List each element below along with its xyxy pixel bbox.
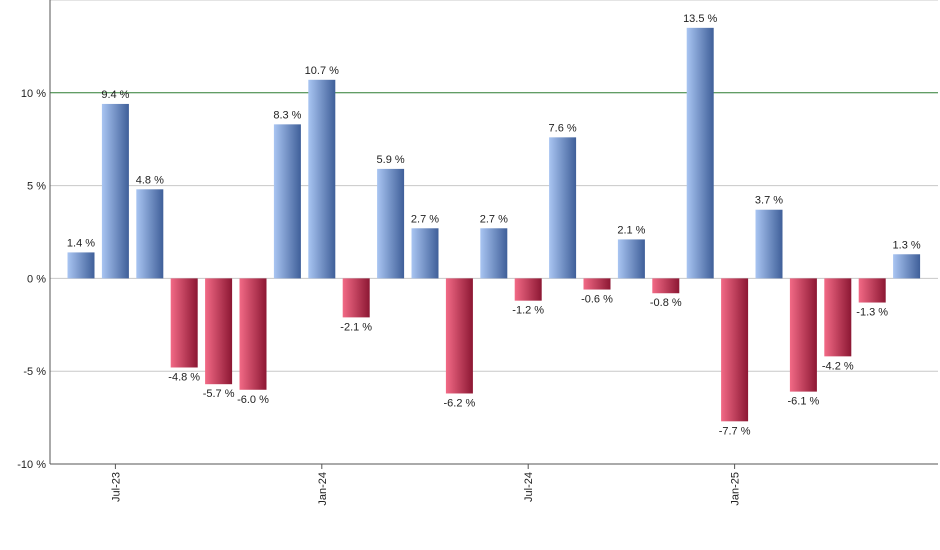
- bar: [136, 189, 164, 279]
- bar-data-label: -0.6 %: [581, 294, 613, 306]
- data-labels: 1.4 % 9.4 % 4.8 % -4.8 %-5.7 % -6.0 % 8.3 % 10…: [67, 13, 921, 437]
- bar: [514, 278, 542, 301]
- bar-data-label: -6.2 %: [444, 397, 476, 409]
- y-tick-label: 5 %: [27, 181, 46, 193]
- y-tick-label: -5 %: [23, 366, 46, 378]
- x-tick-label: Jul-23: [110, 472, 122, 502]
- bar: [755, 209, 783, 279]
- y-tick-label: -10 %: [17, 459, 46, 471]
- bar: [617, 239, 645, 279]
- y-tick-label: 0 %: [27, 273, 46, 285]
- bar-data-label: -4.8 %: [168, 371, 200, 383]
- bar-data-label: -5.7 %: [203, 388, 235, 400]
- bar: [686, 27, 714, 279]
- bar-data-label: 13.5 %: [683, 13, 717, 25]
- bar: [239, 278, 267, 390]
- bar: [67, 252, 95, 279]
- x-tick-label: Jan-25: [730, 472, 742, 506]
- bar-data-label: 7.6 %: [549, 122, 577, 134]
- bar-data-label: 8.3 %: [273, 109, 301, 121]
- bar-data-label: 2.7 %: [480, 213, 508, 225]
- bar: [445, 278, 473, 394]
- bar-data-label: -1.3 %: [856, 307, 888, 319]
- bar: [308, 79, 336, 279]
- bar: [342, 278, 370, 318]
- bar-data-label: -6.0 %: [237, 394, 269, 406]
- bar-data-label: -2.1 %: [340, 321, 372, 333]
- bar: [170, 278, 198, 368]
- bars: [67, 27, 921, 422]
- bar-data-label: 4.8 %: [136, 174, 164, 186]
- bar: [858, 278, 886, 303]
- bar-data-label: -0.8 %: [650, 297, 682, 309]
- bar-data-label: 1.3 %: [893, 239, 921, 251]
- bar: [101, 103, 129, 279]
- bar: [824, 278, 852, 357]
- bar: [377, 168, 405, 279]
- y-tick-label: 10 %: [21, 88, 46, 100]
- bar: [273, 124, 301, 279]
- bar: [652, 278, 680, 294]
- bar-data-label: -6.1 %: [788, 396, 820, 408]
- axes: -10 % -5 % 0 % 5 % 10 % Jul-23 Jan-24 Jul-24 Jan…: [17, 0, 938, 506]
- bar-data-label: 2.7 %: [411, 213, 439, 225]
- bar-data-label: -4.2 %: [822, 360, 854, 372]
- bar-data-label: -7.7 %: [719, 425, 751, 437]
- bar: [721, 278, 749, 422]
- x-tick-label: Jan-24: [317, 472, 329, 506]
- x-tick-label: Jul-24: [523, 472, 535, 502]
- bar-data-label: 5.9 %: [377, 154, 405, 166]
- bar-data-label: -1.2 %: [512, 305, 544, 317]
- bar: [411, 228, 439, 279]
- bar: [583, 278, 611, 290]
- bar-data-label: 3.7 %: [755, 195, 783, 207]
- bar: [205, 278, 233, 385]
- bar-data-label: 1.4 %: [67, 237, 95, 249]
- bar: [789, 278, 817, 392]
- bar-data-label: 10.7 %: [305, 65, 339, 77]
- bar-data-label: 9.4 %: [101, 89, 129, 101]
- bar-data-label: 2.1 %: [617, 224, 645, 236]
- bar: [480, 228, 508, 279]
- bar: [549, 137, 577, 279]
- bar: [893, 254, 921, 279]
